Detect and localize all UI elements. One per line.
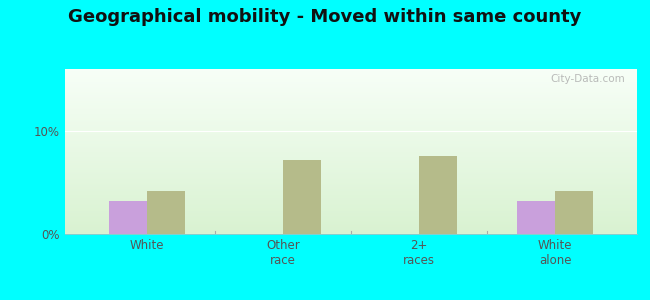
Text: Geographical mobility - Moved within same county: Geographical mobility - Moved within sam… [68,8,582,26]
Bar [517,201,555,234]
Text: City-Data.com: City-Data.com [551,74,625,84]
Bar [555,191,593,234]
Bar [109,201,147,234]
Bar [147,191,185,234]
Bar [283,160,321,234]
Bar [419,156,457,234]
